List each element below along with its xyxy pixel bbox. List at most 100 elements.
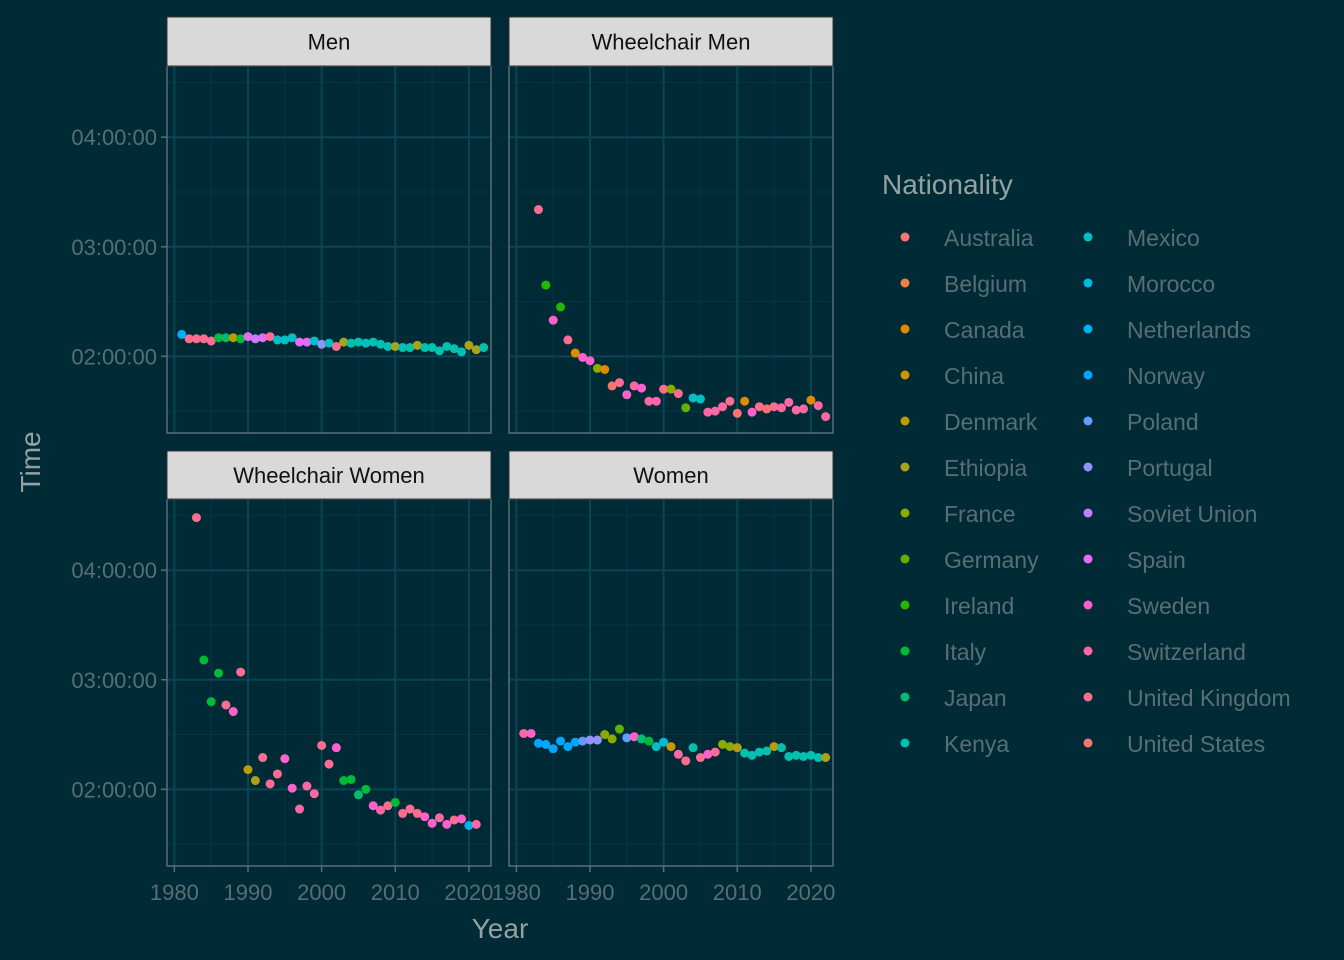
y-tick-label: 02:00:00	[71, 777, 157, 802]
legend-label: Ireland	[944, 593, 1014, 619]
x-axis-title: Year	[472, 913, 529, 944]
data-point	[206, 336, 216, 346]
data-point	[519, 728, 529, 738]
legend-key	[1083, 462, 1093, 472]
data-point	[747, 407, 757, 417]
legend-entry: Portugal	[1083, 455, 1213, 481]
data-point	[346, 338, 356, 348]
data-point	[420, 812, 430, 822]
data-point	[324, 338, 334, 348]
data-point	[427, 343, 437, 353]
data-point	[754, 747, 764, 757]
data-point	[806, 750, 816, 760]
legend-key	[900, 738, 910, 748]
facet-strip-label: Women	[633, 463, 708, 488]
facet-strip	[508, 450, 834, 500]
facet-strip-label: Men	[308, 30, 351, 55]
legend-label: Denmark	[944, 409, 1038, 435]
data-point	[221, 333, 231, 343]
legend-key	[900, 370, 910, 380]
data-point	[681, 756, 691, 766]
x-tick-label: 2000	[297, 880, 346, 905]
panel-background	[167, 66, 491, 433]
data-point	[346, 774, 356, 784]
data-point	[784, 751, 794, 761]
legend-key	[900, 324, 910, 334]
legend-label: United Kingdom	[1127, 685, 1291, 711]
data-point	[806, 395, 816, 405]
data-point	[442, 341, 452, 351]
data-point	[651, 742, 661, 752]
facet-panel: Wheelchair Men	[508, 16, 834, 434]
legend-entry: Kenya	[900, 731, 1009, 757]
data-point	[821, 412, 831, 422]
facet-strip-label: Wheelchair Men	[592, 30, 751, 55]
data-point	[442, 819, 452, 829]
facet-strip	[508, 16, 834, 67]
legend-entry: United Kingdom	[1083, 685, 1291, 711]
y-tick-label: 03:00:00	[71, 235, 157, 260]
y-tick-label: 04:00:00	[71, 125, 157, 150]
data-point	[600, 730, 610, 740]
legend-entry: France	[900, 501, 1016, 527]
data-point	[563, 742, 573, 752]
data-point	[228, 707, 238, 717]
data-point	[688, 393, 698, 403]
data-point	[740, 748, 750, 758]
data-point	[191, 334, 201, 344]
legend-entry: Sweden	[1083, 593, 1210, 619]
data-point	[383, 341, 393, 351]
data-point	[287, 783, 297, 793]
data-point	[287, 333, 297, 343]
data-point	[184, 334, 194, 344]
data-point	[353, 790, 363, 800]
data-point	[629, 732, 639, 742]
data-point	[637, 734, 647, 744]
legend-entry: Spain	[1083, 547, 1186, 573]
data-point	[434, 813, 444, 823]
data-point	[732, 743, 742, 753]
data-point	[199, 655, 209, 665]
panels-layer: Men Wheelchair Men Wheelchair Women Women	[166, 16, 834, 867]
data-point	[673, 749, 683, 759]
legend-entry: Australia	[900, 225, 1034, 251]
data-point	[265, 332, 275, 342]
data-point	[331, 743, 341, 753]
data-point	[703, 407, 713, 417]
data-point	[600, 364, 610, 374]
data-point	[754, 402, 764, 412]
legend-label: France	[944, 501, 1016, 527]
data-point	[585, 735, 595, 745]
legend-entry: Morocco	[1083, 271, 1215, 297]
facet-panel: Women	[508, 450, 834, 867]
data-point	[548, 315, 558, 325]
data-point	[681, 403, 691, 413]
data-point	[398, 808, 408, 818]
data-point	[302, 781, 312, 791]
data-point	[250, 334, 260, 344]
data-point	[791, 750, 801, 760]
data-point	[361, 784, 371, 794]
legend-entry: Canada	[900, 317, 1025, 343]
legend-key	[1083, 508, 1093, 518]
legend-label: Poland	[1127, 409, 1199, 435]
data-point	[317, 740, 327, 750]
data-point	[272, 335, 282, 345]
data-point	[821, 753, 831, 763]
data-point	[740, 396, 750, 406]
legend-key	[900, 462, 910, 472]
data-point	[651, 396, 661, 406]
legend-key	[1083, 370, 1093, 380]
legend-title: Nationality	[882, 169, 1013, 200]
data-point	[725, 742, 735, 752]
data-point	[813, 753, 823, 763]
data-point	[317, 339, 327, 349]
legend-label: Morocco	[1127, 271, 1215, 297]
data-point	[214, 668, 224, 678]
legend-key	[1083, 738, 1093, 748]
data-point	[695, 753, 705, 763]
data-point	[302, 337, 312, 347]
legend-label: Norway	[1127, 363, 1205, 389]
legend-entry: Norway	[1083, 363, 1205, 389]
